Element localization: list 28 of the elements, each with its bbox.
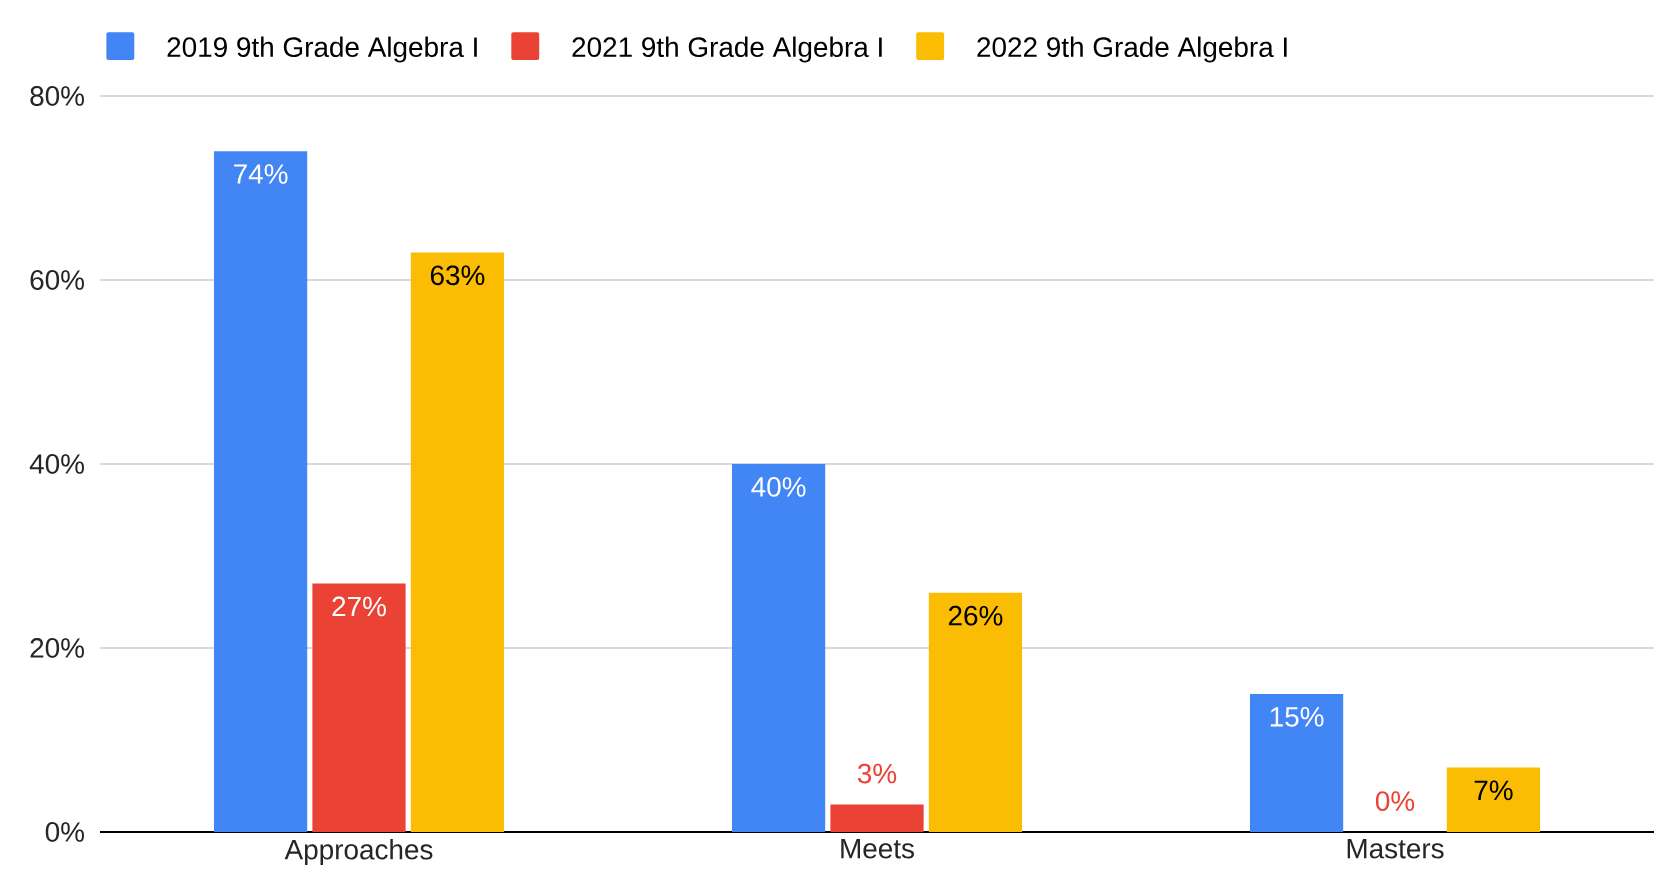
x-tick-label: Masters xyxy=(1347,839,1444,859)
y-tick-label: 20% xyxy=(30,638,84,658)
data-label: 27% xyxy=(332,596,386,617)
bar xyxy=(312,583,406,832)
legend-label: 2021 9th Grade Algebra I xyxy=(572,36,882,63)
bar xyxy=(410,252,505,832)
legend-label: 2022 9th Grade Algebra I xyxy=(977,36,1287,63)
bar xyxy=(213,151,308,832)
bar xyxy=(928,592,1023,832)
bar xyxy=(1446,767,1541,832)
data-label: 3% xyxy=(857,763,897,784)
data-label: 0% xyxy=(1375,791,1415,812)
y-tick-label: 40% xyxy=(29,454,84,474)
bar xyxy=(830,804,924,832)
data-label: 74% xyxy=(234,164,288,184)
data-label: 15% xyxy=(1270,707,1324,727)
data-label: 7% xyxy=(1474,780,1513,801)
y-tick-label: 60% xyxy=(30,270,84,290)
data-label: 26% xyxy=(948,605,1003,626)
y-tick-label: 0% xyxy=(45,822,84,842)
bar xyxy=(1249,694,1344,832)
x-tick-label: Approaches xyxy=(284,839,433,866)
data-label: 40% xyxy=(751,477,806,497)
y-tick-label: 80% xyxy=(30,86,84,106)
x-tick-label: Meets xyxy=(841,839,914,859)
bar xyxy=(731,464,826,832)
data-label: 63% xyxy=(430,265,485,286)
legend-label: 2019 9th Grade Algebra I xyxy=(167,36,477,63)
